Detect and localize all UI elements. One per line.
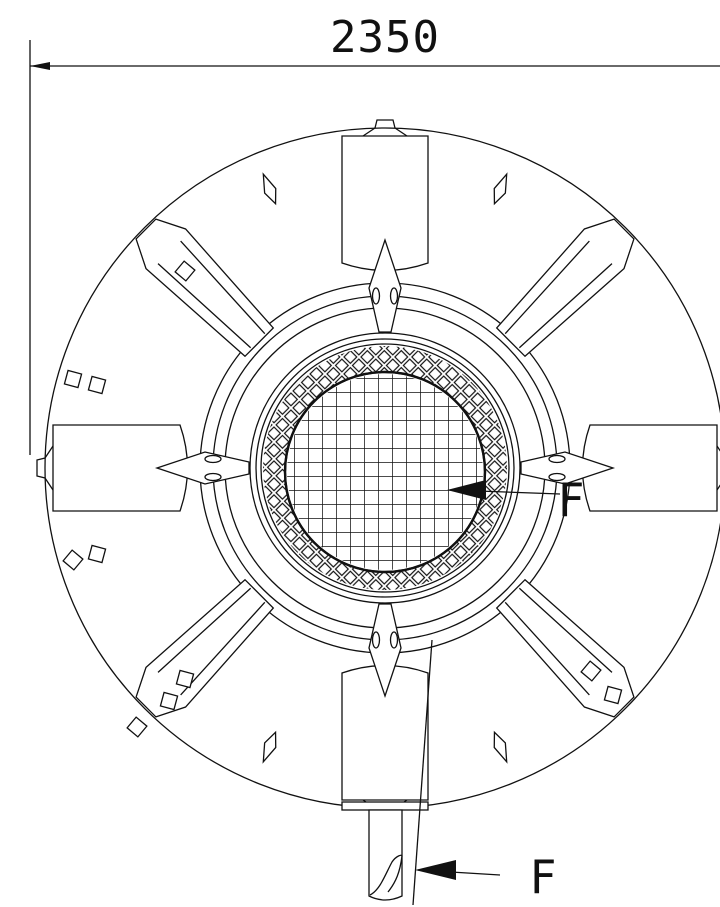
square-pad xyxy=(62,549,84,571)
rib-slot xyxy=(204,472,222,482)
radial-ribs xyxy=(36,119,720,817)
lug xyxy=(493,730,508,764)
square-pad xyxy=(159,691,179,711)
lug-shape xyxy=(493,172,508,206)
rib-slot xyxy=(389,287,399,305)
section-arrowhead xyxy=(447,480,486,500)
rib-body xyxy=(52,424,189,512)
manhole-rim-mid xyxy=(255,338,515,598)
square-pad xyxy=(87,375,107,395)
section-label-upper: F xyxy=(558,473,584,527)
dimension-arrowhead xyxy=(30,62,50,70)
square-pad xyxy=(603,685,623,705)
grid-mesh xyxy=(287,374,483,570)
section-label-lower: F xyxy=(530,850,556,904)
overall-dimension: 2350 xyxy=(29,12,720,455)
rib-slot xyxy=(371,287,381,305)
section-arrowhead xyxy=(415,860,456,880)
rib-body xyxy=(581,424,718,512)
rib-fin xyxy=(368,603,402,699)
lug-shape xyxy=(262,172,277,206)
rib-slot xyxy=(389,631,399,649)
rib-body xyxy=(135,578,275,718)
rib xyxy=(36,424,250,512)
manhole-rim-outer xyxy=(249,332,521,604)
rib-fin xyxy=(368,237,402,333)
rib-groove xyxy=(157,240,266,349)
square-pad xyxy=(175,669,195,689)
rib xyxy=(495,578,635,718)
rib-body xyxy=(341,664,429,801)
pipe-body xyxy=(368,809,403,901)
rib xyxy=(135,218,275,358)
rib-body xyxy=(495,218,635,358)
rib xyxy=(135,578,275,718)
rib-slot xyxy=(548,472,566,482)
rib-body xyxy=(135,218,275,358)
rib-slot xyxy=(204,454,222,464)
outlet-pipe xyxy=(341,639,433,906)
square-pad xyxy=(174,260,196,282)
rib-groove xyxy=(504,240,613,349)
rib-body xyxy=(495,578,635,718)
lug xyxy=(493,172,508,206)
rib xyxy=(341,603,429,817)
lug-shape xyxy=(493,730,508,764)
section-trace-line xyxy=(412,639,433,906)
rib-body xyxy=(341,135,429,272)
rib-cap xyxy=(362,119,408,137)
dimension-value: 2350 xyxy=(330,12,440,63)
manhole-rim-inner xyxy=(260,343,510,593)
rib-slot xyxy=(371,631,381,649)
lug xyxy=(262,730,277,764)
rib-cap xyxy=(36,445,54,491)
lug-shape xyxy=(262,730,277,764)
square-pad xyxy=(580,660,602,682)
square-pads xyxy=(62,260,623,738)
lug xyxy=(262,172,277,206)
rib-slot xyxy=(548,454,566,464)
square-pad xyxy=(87,544,107,564)
square-pad xyxy=(63,369,83,389)
lifting-lugs xyxy=(262,172,508,764)
rib xyxy=(520,424,720,512)
square-pad xyxy=(126,716,148,738)
rib-groove xyxy=(157,587,266,696)
rib-fin xyxy=(520,451,616,485)
pipe-flange xyxy=(341,801,429,811)
rib xyxy=(495,218,635,358)
section-marker-upper: F xyxy=(447,473,584,527)
central-manhole xyxy=(249,332,521,604)
section-marker-lower: F xyxy=(415,850,556,904)
rib-fin xyxy=(154,451,250,485)
pipe-break-mark xyxy=(369,854,403,896)
grid-core-rim xyxy=(283,370,487,574)
rib-groove xyxy=(504,587,613,696)
rib xyxy=(341,119,429,333)
